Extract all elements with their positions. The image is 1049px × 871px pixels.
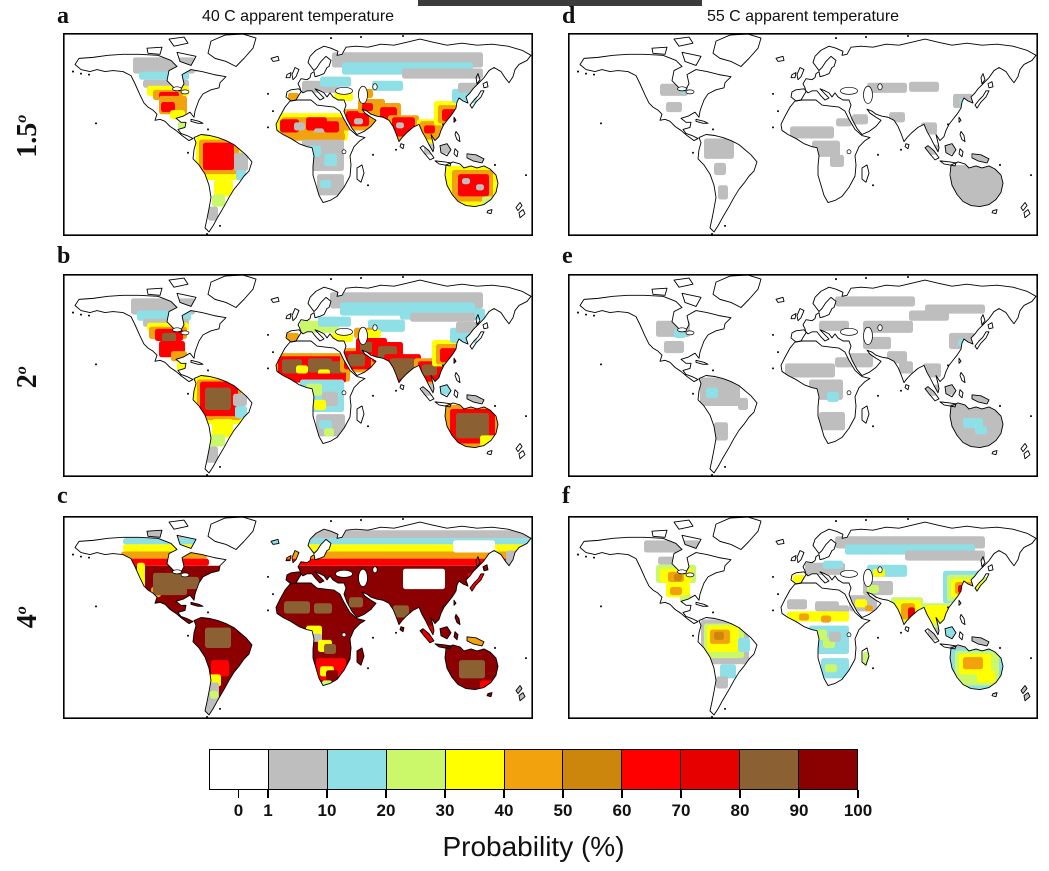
colorbar-segment-7 bbox=[622, 750, 682, 789]
colorbar-tick-label-20: 20 bbox=[376, 801, 396, 820]
colorbar-tick bbox=[326, 790, 328, 798]
row-label-1.5-degrees: 1.5o bbox=[11, 114, 44, 158]
world-map-a bbox=[63, 33, 533, 236]
colorbar-tick-label-1: 1 bbox=[263, 801, 273, 820]
row-label-2-degrees: 2o bbox=[11, 366, 44, 389]
map-panel-a-40c-1.5deg bbox=[63, 33, 533, 236]
colorbar-tick bbox=[739, 790, 741, 798]
world-map-d bbox=[568, 33, 1038, 236]
colorbar-segment-6 bbox=[563, 750, 623, 789]
column-title-40c: 40 C apparent temperature bbox=[201, 8, 395, 25]
colorbar-tick-label-100: 100 bbox=[843, 801, 873, 820]
world-map-f bbox=[568, 516, 1038, 719]
colorbar-tick bbox=[237, 790, 240, 798]
map-panel-d-55c-1.5deg bbox=[568, 33, 1038, 236]
colorbar-tick-label-30: 30 bbox=[435, 801, 455, 820]
colorbar-segment-3 bbox=[386, 750, 446, 789]
colorbar-tick bbox=[385, 790, 387, 798]
panel-letter-d: d bbox=[562, 3, 576, 29]
map-panel-c-40c-4deg bbox=[63, 516, 533, 719]
column-title-55c: 55 C apparent temperature bbox=[706, 8, 900, 25]
panel-letter-c: c bbox=[57, 483, 68, 509]
colorbar-tick bbox=[680, 790, 682, 798]
probability-colorbar bbox=[209, 749, 858, 790]
colorbar-segment-9 bbox=[740, 750, 800, 789]
map-panel-f-55c-4deg bbox=[568, 516, 1038, 719]
colorbar-tick-label-0: 0 bbox=[233, 801, 244, 820]
colorbar-tick-label-10: 10 bbox=[317, 801, 337, 820]
panel-letter-b: b bbox=[57, 243, 71, 269]
scan-artifact-bar bbox=[418, 0, 702, 6]
colorbar-segment-1 bbox=[268, 750, 328, 789]
colorbar-tick-label-60: 60 bbox=[612, 801, 632, 820]
colorbar-segment-10 bbox=[799, 750, 857, 789]
colorbar-tick-label-70: 70 bbox=[671, 801, 691, 820]
colorbar-tick bbox=[503, 790, 505, 798]
colorbar-tick-label-50: 50 bbox=[553, 801, 573, 820]
map-panel-b-40c-2deg bbox=[63, 274, 533, 477]
colorbar-tick bbox=[267, 790, 269, 798]
colorbar-segment-8 bbox=[681, 750, 741, 789]
colorbar-axis-label: Probability (%) bbox=[442, 831, 625, 862]
colorbar-tick bbox=[621, 790, 623, 798]
colorbar-segment-5 bbox=[504, 750, 564, 789]
colorbar-segment-2 bbox=[327, 750, 387, 789]
colorbar-tick bbox=[798, 790, 800, 798]
colorbar-tick bbox=[444, 790, 446, 798]
colorbar-tick-label-40: 40 bbox=[494, 801, 514, 820]
colorbar-tick bbox=[857, 790, 859, 798]
colorbar-tick-label-90: 90 bbox=[789, 801, 809, 820]
panel-letter-e: e bbox=[562, 243, 573, 269]
colorbar-segment-4 bbox=[445, 750, 505, 789]
panel-letter-a: a bbox=[57, 3, 69, 29]
world-map-b bbox=[63, 274, 533, 477]
world-map-c bbox=[63, 516, 533, 719]
world-map-e bbox=[568, 274, 1038, 477]
map-panel-e-55c-2deg bbox=[568, 274, 1038, 477]
colorbar-tick bbox=[562, 790, 564, 798]
colorbar-segment-0 bbox=[210, 750, 269, 789]
colorbar-tick-label-80: 80 bbox=[730, 801, 750, 820]
panel-letter-f: f bbox=[562, 483, 570, 509]
row-label-4-degrees: 4o bbox=[11, 606, 44, 629]
